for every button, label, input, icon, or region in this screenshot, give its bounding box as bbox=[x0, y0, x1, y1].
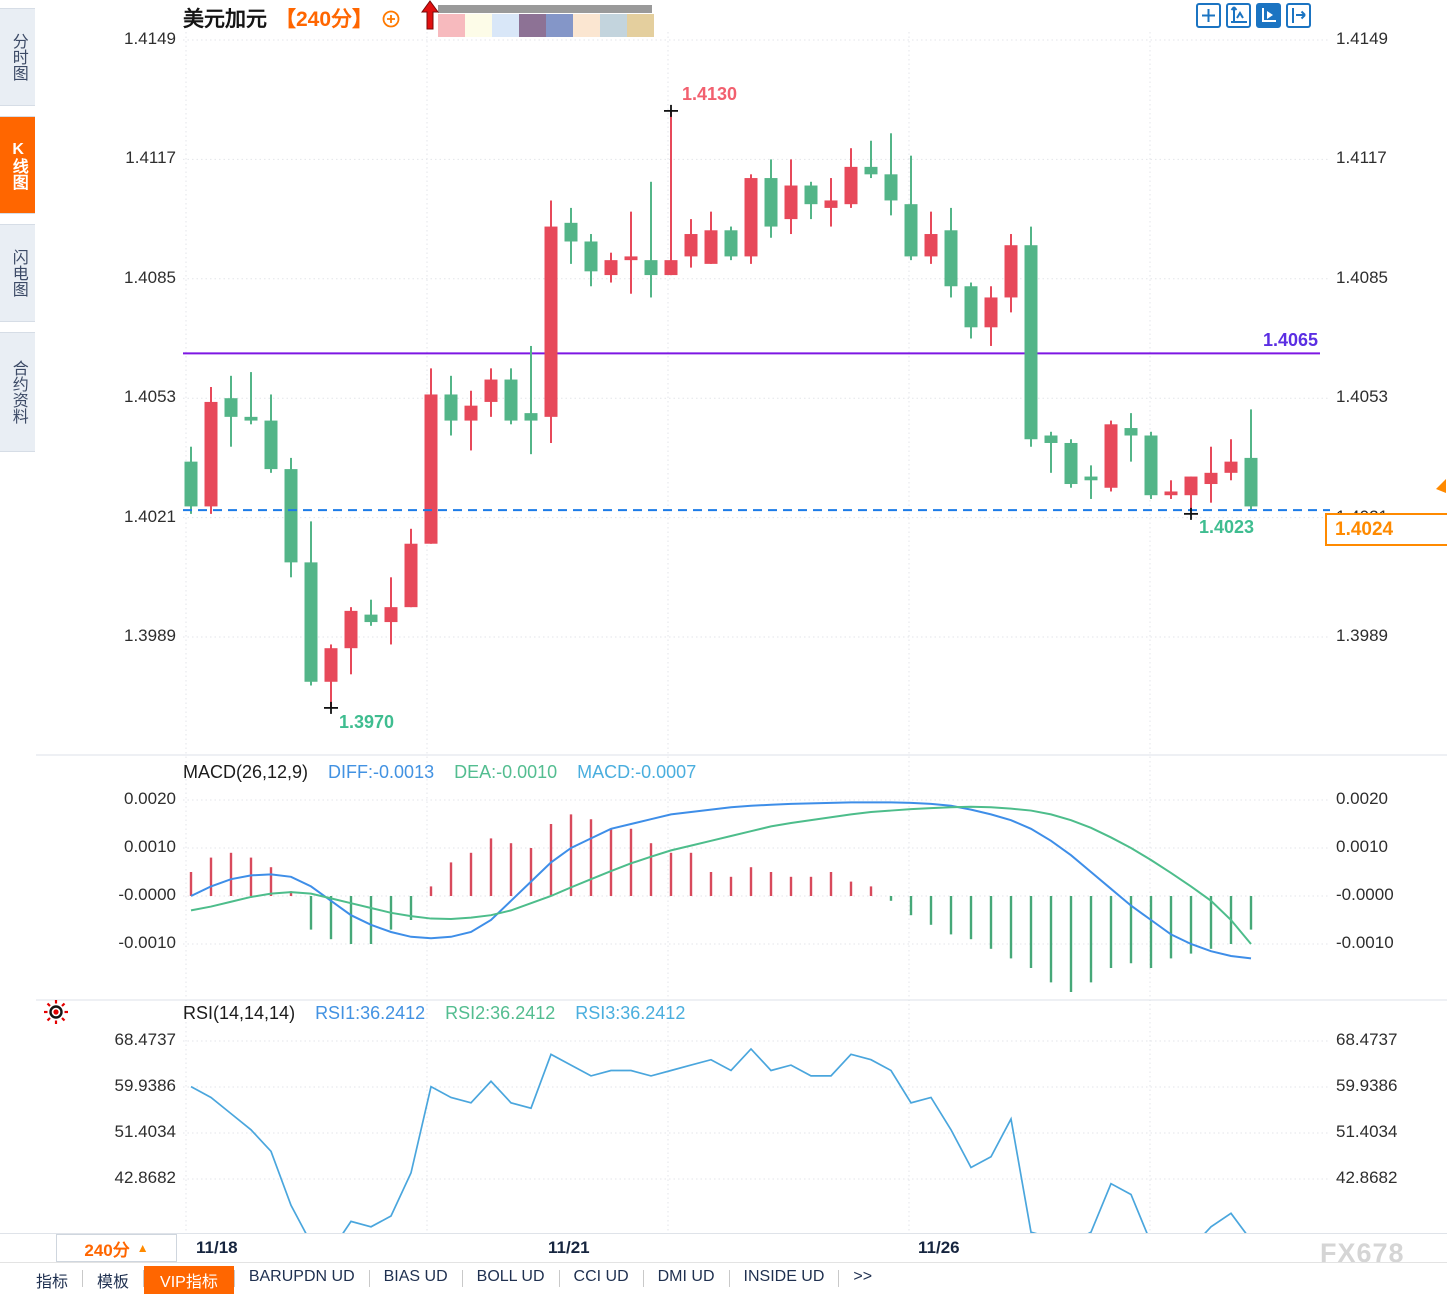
bottom-tab-3[interactable]: VIP指标 bbox=[144, 1266, 234, 1294]
sidebar-item-1[interactable]: 分时图 bbox=[0, 8, 35, 106]
red-cursor-arrow-icon bbox=[421, 0, 439, 30]
indicator-tabbar: 指标 模板 VIP指标 BARUPDN UD BIAS UD BOLL UD CCI UD D… bbox=[0, 1262, 1447, 1294]
rsi-axis-label: 59.9386 bbox=[114, 1075, 176, 1095]
chart-toolbar bbox=[1196, 3, 1311, 28]
tab-separator bbox=[82, 1270, 84, 1287]
tab-separator bbox=[233, 1270, 235, 1287]
tab-separator bbox=[558, 1270, 560, 1287]
price-axis-label: 1.4053 bbox=[124, 387, 176, 407]
bottom-tab-5[interactable]: BIAS UD bbox=[383, 1268, 448, 1285]
tab-separator bbox=[461, 1270, 463, 1287]
date-label-11/26: 11/26 bbox=[918, 1238, 960, 1257]
chart-header: 美元加元 【240分】 bbox=[183, 3, 401, 33]
swing-low-label: 1.4023 bbox=[1199, 517, 1255, 537]
macd-axis-label: -0.0000 bbox=[1336, 885, 1394, 904]
price-axis-label: 1.4053 bbox=[1336, 387, 1388, 407]
price-axis-label: 1.4021 bbox=[124, 506, 176, 526]
period-up-triangle-icon: ▲ bbox=[136, 1241, 149, 1255]
compare-add-icon[interactable] bbox=[381, 9, 401, 29]
bottom-tab-9[interactable]: INSIDE UD bbox=[743, 1268, 825, 1285]
color-swatch-5[interactable] bbox=[546, 14, 573, 37]
macd-diff-value: DIFF:-0.0013 bbox=[328, 762, 435, 782]
price-axis-label: 1.4085 bbox=[1336, 267, 1388, 287]
macd-macd-value: MACD:-0.0007 bbox=[577, 762, 697, 782]
bottom-tab-1[interactable]: 指标 bbox=[36, 1274, 69, 1291]
rsi3-value: RSI3:36.2412 bbox=[575, 1003, 686, 1023]
bottom-tab-8[interactable]: DMI UD bbox=[657, 1268, 715, 1285]
tab-separator bbox=[143, 1270, 145, 1287]
high-price-label: 1.4130 bbox=[682, 84, 738, 104]
macd-axis-label: 0.0020 bbox=[124, 789, 176, 808]
axis-scale-icon[interactable] bbox=[1226, 3, 1251, 28]
rsi-axis-label: 59.9386 bbox=[1336, 1075, 1398, 1095]
bottom-tab-4[interactable]: BARUPDN UD bbox=[248, 1268, 355, 1285]
low-price-label: 1.3970 bbox=[339, 712, 395, 732]
bottom-tab-10[interactable]: >> bbox=[853, 1268, 873, 1285]
tab-separator bbox=[728, 1270, 730, 1287]
date-label-11/21: 11/21 bbox=[548, 1238, 590, 1257]
price-axis-label: 1.4085 bbox=[124, 267, 176, 287]
period-selector-label: 240分 bbox=[84, 1240, 130, 1260]
tab-separator bbox=[368, 1270, 370, 1287]
rsi2-value: RSI2:36.2412 bbox=[445, 1003, 556, 1023]
period-title[interactable]: 【240分】 bbox=[275, 8, 374, 31]
bottom-tab-6[interactable]: BOLL UD bbox=[476, 1268, 545, 1285]
macd-axis-label: -0.0010 bbox=[1336, 933, 1394, 952]
tab-separator bbox=[642, 1270, 644, 1287]
macd-axis-label: 0.0010 bbox=[1336, 837, 1388, 856]
color-swatch-2[interactable] bbox=[465, 14, 492, 37]
price-axis-label: 1.3989 bbox=[1336, 626, 1388, 645]
hline-price-label: 1.4065 bbox=[1262, 330, 1318, 350]
indicator-sun-icon[interactable] bbox=[41, 997, 71, 1027]
symbol-title: 美元加元 bbox=[183, 8, 267, 31]
rsi-axis-label: 42.8682 bbox=[114, 1168, 176, 1187]
price-axis-label: 1.4117 bbox=[1336, 148, 1387, 168]
color-swatch-7[interactable] bbox=[600, 14, 627, 37]
macd-header: MACD(26,12,9) DIFF:-0.0013 DEA:-0.0010 M… bbox=[183, 762, 696, 783]
macd-axis-label: -0.0010 bbox=[118, 933, 176, 952]
rsi-header: RSI(14,14,14) RSI1:36.2412 RSI2:36.2412 … bbox=[183, 1003, 685, 1024]
tab-separator bbox=[838, 1270, 840, 1287]
price-axis-label: 1.3989 bbox=[124, 626, 176, 645]
rsi-axis-label: 51.4034 bbox=[114, 1121, 176, 1141]
price-axis-label: 1.4149 bbox=[124, 29, 176, 48]
current-price-box: 1.4024 bbox=[1325, 513, 1447, 546]
date-label-11/18: 11/18 bbox=[196, 1238, 238, 1257]
rsi-axis-label: 42.8682 bbox=[1336, 1168, 1398, 1187]
color-swatch-3[interactable] bbox=[492, 14, 519, 37]
rsi1-value: RSI1:36.2412 bbox=[315, 1003, 426, 1023]
price-pointer-icon bbox=[1436, 479, 1446, 493]
macd-axis-label: 0.0020 bbox=[1336, 789, 1388, 808]
price-axis-label: 1.4149 bbox=[1336, 29, 1388, 48]
price-axis-label: 1.4117 bbox=[125, 148, 176, 168]
collapse-right-icon[interactable] bbox=[1286, 3, 1311, 28]
bottom-tab-2[interactable]: 模板 bbox=[97, 1274, 130, 1291]
macd-axis-label: -0.0000 bbox=[118, 885, 176, 904]
macd-dea-value: DEA:-0.0010 bbox=[454, 762, 558, 782]
sidebar-item-2[interactable]: K线图 bbox=[0, 116, 35, 214]
rsi-axis-label: 51.4034 bbox=[1336, 1121, 1398, 1141]
date-axis bbox=[0, 1233, 1447, 1263]
color-swatch-row bbox=[438, 14, 654, 37]
play-chart-icon[interactable] bbox=[1256, 3, 1281, 28]
color-swatch-6[interactable] bbox=[573, 14, 600, 37]
current-price-value: 1.4024 bbox=[1335, 518, 1394, 540]
period-selector[interactable]: 240分 ▲ bbox=[56, 1234, 177, 1262]
rsi-title: RSI(14,14,14) bbox=[183, 1003, 296, 1023]
pan-crosshair-icon[interactable] bbox=[1196, 3, 1221, 28]
macd-axis-label: 0.0010 bbox=[124, 837, 176, 856]
color-swatch-8[interactable] bbox=[627, 14, 654, 37]
rsi-axis-label: 68.4737 bbox=[114, 1030, 176, 1049]
color-swatch-1[interactable] bbox=[438, 14, 465, 37]
bottom-tab-7[interactable]: CCI UD bbox=[573, 1268, 629, 1285]
color-swatch-4[interactable] bbox=[519, 14, 546, 37]
palette-scrollbar[interactable] bbox=[438, 5, 652, 13]
macd-title: MACD(26,12,9) bbox=[183, 762, 309, 782]
rsi-axis-label: 68.4737 bbox=[1336, 1030, 1398, 1049]
sidebar-item-4[interactable]: 合约资料 bbox=[0, 332, 35, 452]
chart-type-sidebar: 分时图 K线图闪电图合约资料 bbox=[0, 0, 36, 1241]
sidebar-item-3[interactable]: 闪电图 bbox=[0, 224, 35, 322]
